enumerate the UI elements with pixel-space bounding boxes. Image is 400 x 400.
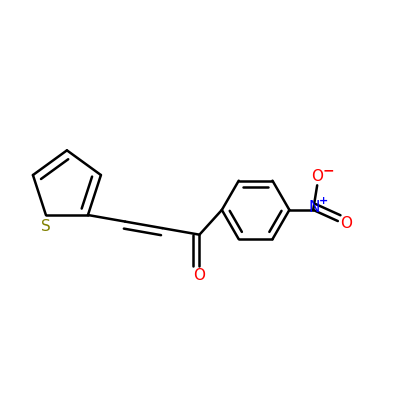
Text: S: S: [41, 220, 51, 234]
Text: N: N: [309, 200, 320, 216]
Text: O: O: [194, 268, 206, 283]
Text: O: O: [340, 216, 352, 230]
Text: O: O: [312, 169, 324, 184]
Text: −: −: [322, 163, 334, 177]
Text: +: +: [318, 196, 328, 206]
